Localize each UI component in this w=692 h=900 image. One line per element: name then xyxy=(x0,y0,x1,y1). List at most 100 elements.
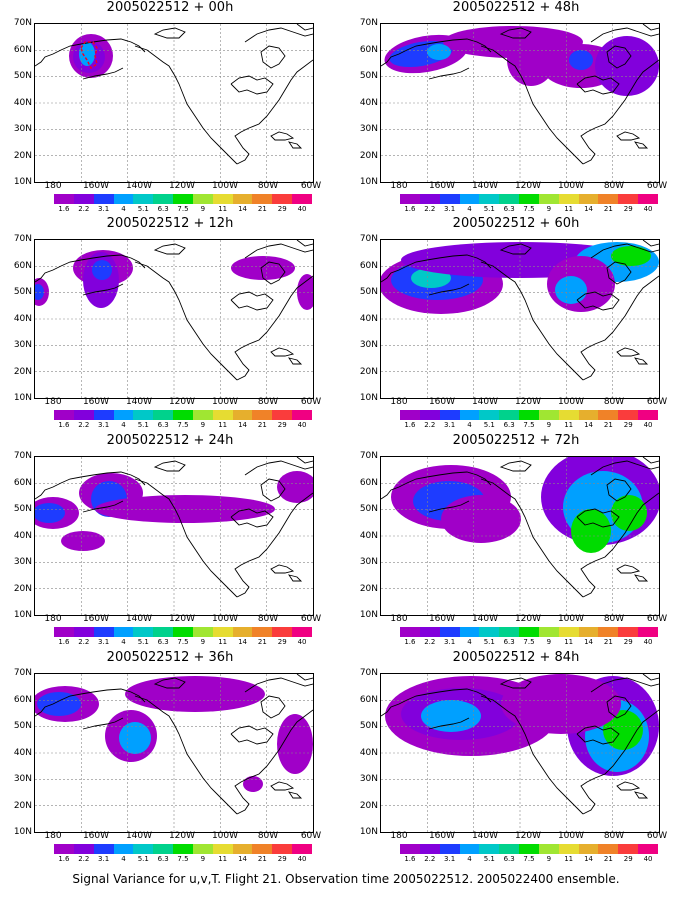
coastline xyxy=(260,478,286,502)
colorbar-swatch xyxy=(252,194,273,204)
lat-tick-label: 70N xyxy=(13,668,32,678)
variance-contour xyxy=(61,531,105,551)
colorbar-swatch xyxy=(479,844,500,854)
colorbar-label: 3.1 xyxy=(98,421,110,429)
colorbar-swatch xyxy=(519,194,539,204)
coastline xyxy=(230,75,274,95)
colorbar-label: 1.6 xyxy=(58,205,70,213)
colorbar xyxy=(54,627,312,637)
coastline xyxy=(642,240,659,247)
lon-tick-label: 140W xyxy=(471,181,499,191)
colorbar xyxy=(54,194,312,204)
coastline xyxy=(642,24,659,31)
coastline xyxy=(580,709,659,815)
lat-tick-label: 20N xyxy=(13,366,32,377)
colorbar-label: 4 xyxy=(121,855,126,863)
colorbar-label: 40 xyxy=(297,421,307,429)
coastline xyxy=(428,500,470,513)
coastline xyxy=(230,508,274,528)
map-svg xyxy=(381,674,659,832)
colorbar-swatch xyxy=(638,627,658,637)
colorbar-label: 7.5 xyxy=(523,421,535,429)
coastline xyxy=(606,478,632,502)
colorbar-swatch xyxy=(113,194,134,204)
lon-tick-label: 60W xyxy=(646,831,668,841)
colorbar-label: 2.2 xyxy=(78,421,90,429)
coastline xyxy=(234,492,313,598)
coastline xyxy=(616,347,641,357)
colorbar-label: 40 xyxy=(297,205,307,213)
lon-tick-label: 60W xyxy=(300,397,322,407)
colorbar-label: 3.1 xyxy=(98,855,110,863)
coastline xyxy=(499,243,532,255)
colorbar-label: 6.3 xyxy=(503,205,515,213)
colorbar-swatch xyxy=(73,410,94,420)
colorbar-label: 14 xyxy=(584,638,593,646)
colorbar-label: 2.2 xyxy=(424,638,436,646)
coastline xyxy=(260,261,286,285)
lon-tick-label: 120W xyxy=(168,397,196,407)
lat-tick-label: 60N xyxy=(13,44,32,55)
colorbar-swatch xyxy=(538,410,559,420)
colorbar-swatch xyxy=(93,194,114,204)
colorbar-swatch xyxy=(439,410,460,420)
figure-caption: Signal Variance for u,v,T. Flight 21. Ob… xyxy=(72,872,620,886)
colorbar-swatch xyxy=(272,194,293,204)
colorbar-label: 40 xyxy=(643,638,653,646)
colorbar xyxy=(400,627,658,637)
colorbar-label: 21 xyxy=(257,205,267,213)
lon-tick-label: 60W xyxy=(646,614,668,624)
coastline xyxy=(287,791,303,799)
colorbar-swatch xyxy=(519,844,539,854)
colorbar-label: 14 xyxy=(238,855,247,863)
lon-tick-label: 160W xyxy=(428,181,456,191)
coastline xyxy=(616,781,641,791)
panel-title: 2005022512 + 12h xyxy=(106,216,234,231)
colorbar-swatch xyxy=(292,194,312,204)
coastline xyxy=(260,45,286,69)
colorbar-label: 5.1 xyxy=(483,205,495,213)
colorbar-swatch xyxy=(618,410,639,420)
coastline xyxy=(35,471,146,500)
lon-tick-label: 140W xyxy=(125,397,153,407)
colorbar-label: 1.6 xyxy=(58,855,70,863)
colorbar-label: 21 xyxy=(257,421,267,429)
lon-tick-label: 120W xyxy=(514,181,542,191)
colorbar-label: 3.1 xyxy=(444,421,456,429)
coastline xyxy=(134,478,238,598)
colorbar-swatch xyxy=(173,844,193,854)
flight-track xyxy=(80,41,98,70)
lat-tick-label: 50N xyxy=(359,504,378,514)
colorbar-swatch xyxy=(232,627,253,637)
coastline xyxy=(499,677,532,689)
lat-tick-label: 30N xyxy=(359,124,378,134)
coastline xyxy=(244,27,313,43)
lat-tick-label: 20N xyxy=(13,150,32,161)
lon-tick-label: 180 xyxy=(44,181,62,191)
colorbar-swatch xyxy=(479,194,500,204)
colorbar-swatch xyxy=(93,627,114,637)
colorbar-swatch xyxy=(558,627,579,637)
colorbar-swatch xyxy=(73,194,94,204)
colorbar-swatch xyxy=(638,844,658,854)
coastline xyxy=(580,492,659,598)
lon-tick-label: 80W xyxy=(257,181,279,191)
lon-tick-label: 160W xyxy=(428,831,456,841)
lat-tick-label: 10N xyxy=(359,393,378,403)
coastline xyxy=(153,677,186,689)
lon-tick-label: 60W xyxy=(646,397,668,407)
colorbar-swatch xyxy=(212,194,233,204)
coastline xyxy=(633,357,649,365)
lat-tick-label: 50N xyxy=(13,504,32,514)
coastline xyxy=(480,261,584,381)
coastline xyxy=(480,45,584,165)
colorbar-label: 4 xyxy=(467,855,472,863)
colorbar-swatch xyxy=(212,410,233,420)
colorbar-swatch xyxy=(272,410,293,420)
map-plot-area xyxy=(34,23,314,183)
colorbar-swatch xyxy=(272,627,293,637)
lat-tick-label: 10N xyxy=(13,393,32,403)
lon-tick-label: 100W xyxy=(557,831,585,841)
colorbar-swatch xyxy=(232,844,253,854)
colorbar xyxy=(400,410,658,420)
